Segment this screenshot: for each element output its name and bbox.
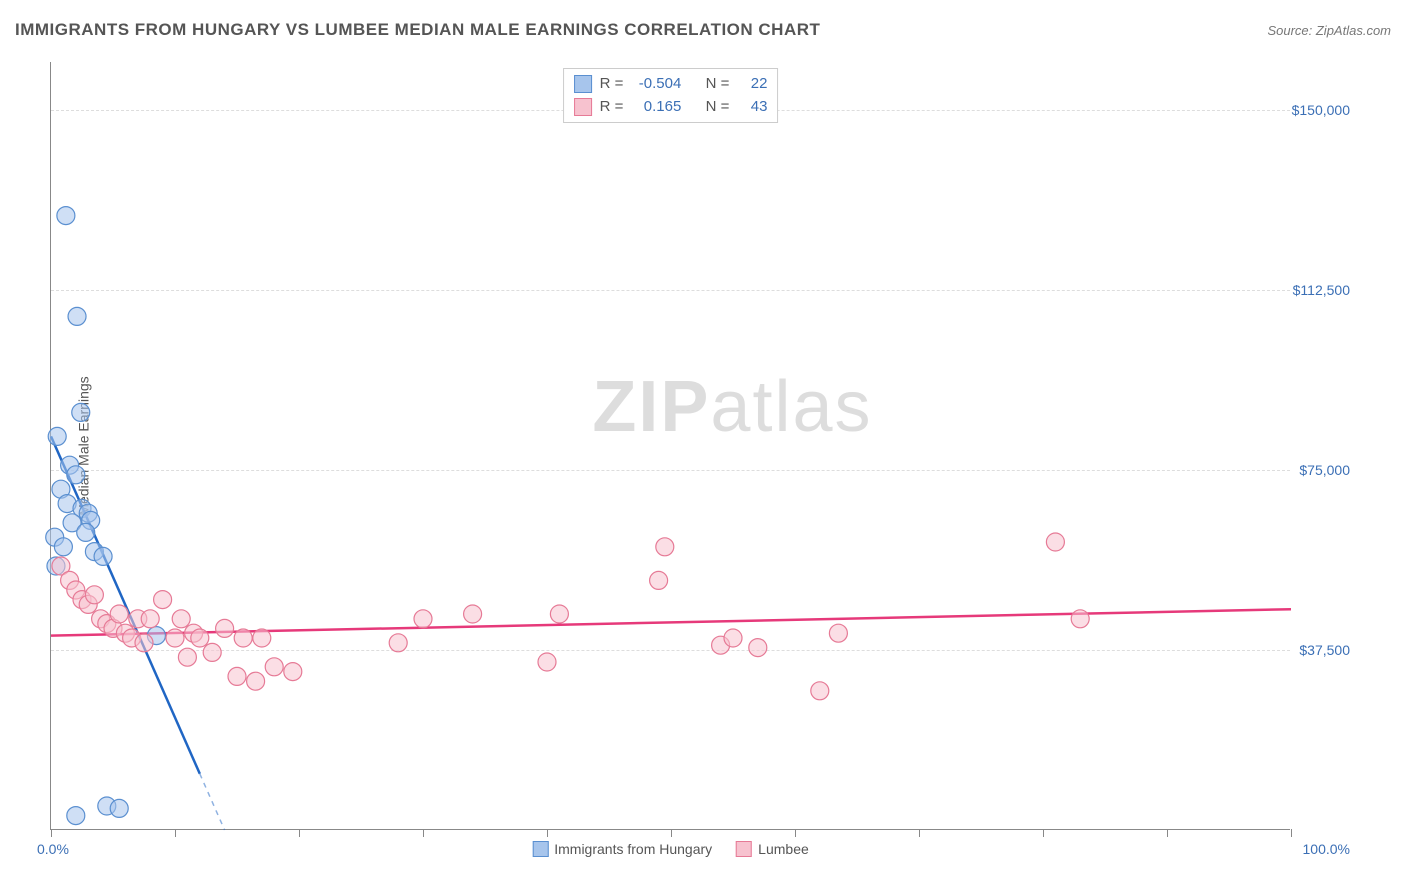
data-point <box>94 547 112 565</box>
data-point <box>172 610 190 628</box>
data-point <box>284 663 302 681</box>
x-tick <box>547 829 548 837</box>
x-tick <box>423 829 424 837</box>
data-point <box>656 538 674 556</box>
legend-swatch <box>574 75 592 93</box>
x-tick <box>795 829 796 837</box>
y-tick-label: $75,000 <box>1299 462 1350 478</box>
x-tick <box>671 829 672 837</box>
data-point <box>389 634 407 652</box>
x-axis-min-label: 0.0% <box>37 841 69 857</box>
data-point <box>650 571 668 589</box>
plot-area: ZIPatlas $37,500$75,000$112,500$150,000 … <box>50 62 1290 830</box>
x-tick <box>919 829 920 837</box>
data-point <box>234 629 252 647</box>
data-point <box>1071 610 1089 628</box>
trend-line <box>51 436 200 773</box>
data-point <box>265 658 283 676</box>
data-point <box>811 682 829 700</box>
x-tick <box>1167 829 1168 837</box>
legend-swatch <box>736 841 752 857</box>
data-point <box>72 403 90 421</box>
chart-title: IMMIGRANTS FROM HUNGARY VS LUMBEE MEDIAN… <box>15 20 820 40</box>
x-tick <box>175 829 176 837</box>
data-point <box>141 610 159 628</box>
data-point <box>48 427 66 445</box>
series-legend: Immigrants from Hungary Lumbee <box>532 841 809 857</box>
legend-label: Immigrants from Hungary <box>554 841 712 857</box>
data-point <box>135 634 153 652</box>
data-point <box>67 466 85 484</box>
data-point <box>203 643 221 661</box>
data-point <box>1046 533 1064 551</box>
data-point <box>154 591 172 609</box>
y-tick-label: $112,500 <box>1293 282 1350 298</box>
y-tick-label: $150,000 <box>1292 102 1350 118</box>
data-point <box>550 605 568 623</box>
data-point <box>110 605 128 623</box>
data-point <box>749 639 767 657</box>
data-point <box>829 624 847 642</box>
data-point <box>247 672 265 690</box>
legend-label: Lumbee <box>758 841 809 857</box>
x-tick <box>1043 829 1044 837</box>
stat-n-label: N = <box>706 73 730 96</box>
data-point <box>68 307 86 325</box>
legend-item: Immigrants from Hungary <box>532 841 712 857</box>
data-point <box>216 619 234 637</box>
data-point <box>414 610 432 628</box>
chart-svg <box>51 62 1290 829</box>
data-point <box>67 807 85 825</box>
x-axis-max-label: 100.0% <box>1303 841 1350 857</box>
data-point <box>166 629 184 647</box>
stats-row: R = -0.504 N = 22 <box>574 73 768 96</box>
x-tick <box>51 829 52 837</box>
y-tick-label: $37,500 <box>1299 642 1350 658</box>
stat-r-label: R = <box>600 73 624 96</box>
data-point <box>110 799 128 817</box>
chart-header: IMMIGRANTS FROM HUNGARY VS LUMBEE MEDIAN… <box>15 20 1391 40</box>
stat-n-label: N = <box>706 96 730 119</box>
data-point <box>57 207 75 225</box>
x-tick <box>1291 829 1292 837</box>
data-point <box>538 653 556 671</box>
stat-n-value: 43 <box>737 96 767 119</box>
legend-swatch <box>574 98 592 116</box>
data-point <box>178 648 196 666</box>
stats-row: R = 0.165 N = 43 <box>574 96 768 119</box>
data-point <box>85 586 103 604</box>
data-point <box>464 605 482 623</box>
data-point <box>191 629 209 647</box>
data-point <box>724 629 742 647</box>
data-point <box>77 523 95 541</box>
source-label: Source: ZipAtlas.com <box>1267 23 1391 38</box>
legend-item: Lumbee <box>736 841 809 857</box>
stat-r-value: 0.165 <box>631 96 681 119</box>
stat-r-label: R = <box>600 96 624 119</box>
trend-line-dashed <box>200 774 225 830</box>
data-point <box>228 667 246 685</box>
stat-n-value: 22 <box>737 73 767 96</box>
x-tick <box>299 829 300 837</box>
stat-r-value: -0.504 <box>631 73 681 96</box>
data-point <box>54 538 72 556</box>
legend-swatch <box>532 841 548 857</box>
stats-legend: R = -0.504 N = 22 R = 0.165 N = 43 <box>563 68 779 123</box>
data-point <box>253 629 271 647</box>
